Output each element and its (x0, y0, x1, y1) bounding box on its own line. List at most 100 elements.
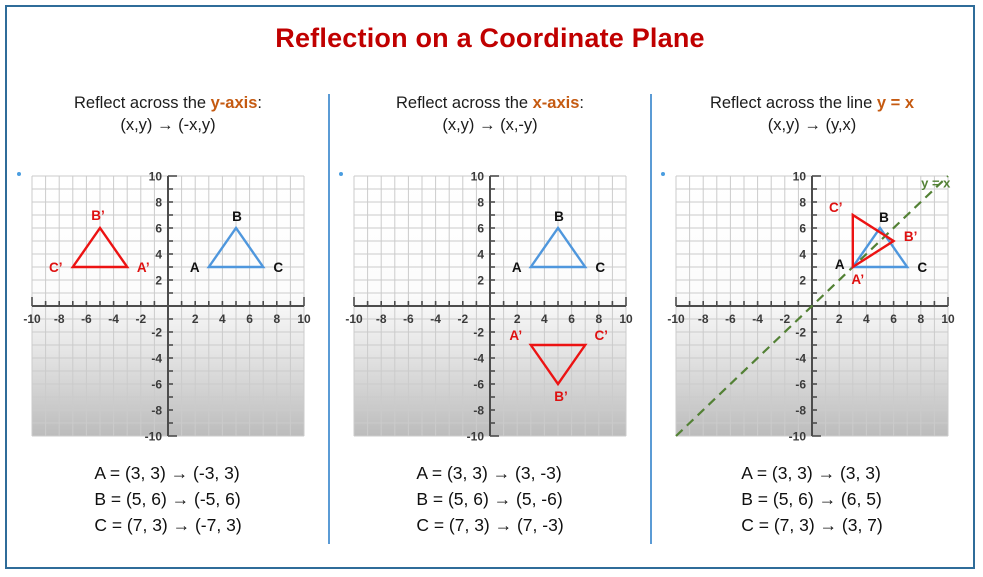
x-tick-label: -6 (81, 312, 92, 326)
y-tick-label: 8 (799, 196, 806, 210)
triangle-image (528, 343, 588, 387)
mapping-line: A = (3, 3) → (3, -3) (416, 463, 562, 483)
mapping-line: A = (3, 3) → (-3, 3) (94, 463, 240, 483)
mapping-line: B = (5, 6) → (6, 5) (741, 489, 882, 509)
mapping-line: A = (3, 3) → (3, 3) (741, 463, 881, 483)
x-tick-label: 2 (192, 312, 199, 326)
line-y-equals-x (675, 175, 949, 437)
y-tick-label: -8 (151, 404, 162, 418)
heading-highlight: x-axis (532, 94, 580, 112)
x-tick-label: -4 (108, 312, 119, 326)
x-tick-label: -10 (345, 312, 363, 326)
vertex-label: C (917, 260, 927, 275)
blue-speck (661, 172, 665, 176)
panel-reflect-y-axis: Reflect across the y-axis: (x,y) → (-x,y… (7, 92, 329, 538)
heading-line: Reflect across the y-axis: (7, 92, 329, 114)
coordinate-grid-line-yx: -10 -8 -6 -4 -2 2 4 6 8 10 -10 -8 -6 -4 -2 2 4 6 8 10 y = x A… (661, 170, 955, 444)
vertex-label: A (512, 260, 522, 275)
y-tick-label: 2 (799, 274, 806, 288)
blue-speck (339, 172, 343, 176)
y-tick-label: -6 (473, 378, 484, 392)
triangle-preimage (528, 225, 588, 269)
x-tick-label: -4 (430, 312, 441, 326)
triangle-preimage (206, 225, 266, 269)
vertex-label: A (190, 260, 200, 275)
heading-prefix: Reflect across the line (709, 94, 877, 112)
y-tick-label: -6 (795, 378, 806, 392)
y-tick-label: 6 (477, 222, 484, 236)
y-tick-label: 4 (799, 248, 806, 262)
x-tick-label: 8 (595, 312, 602, 326)
x-tick-label: -8 (54, 312, 65, 326)
x-tick-label: -6 (403, 312, 414, 326)
vertex-label: C’ (829, 200, 843, 215)
y-tick-label: 10 (471, 170, 485, 184)
y-tick-label: -6 (151, 378, 162, 392)
vertex-label: C (273, 260, 283, 275)
y-tick-label: 4 (155, 248, 162, 262)
mapping-line: C = (7, 3) → (7, -3) (416, 515, 564, 535)
y-tick-label: -4 (473, 352, 484, 366)
x-tick-label: 10 (619, 312, 633, 326)
heading-suffix: : (579, 94, 585, 112)
coordinate-grid-x-axis: -10 -8 -6 -4 -2 2 4 6 8 10 -10 -8 -6 -4 -2 2 4 6 8 10 A B C A’ B… (339, 170, 633, 444)
mapping-line: C = (7, 3) → (-7, 3) (94, 515, 242, 535)
x-tick-label: -10 (667, 312, 685, 326)
x-tick-label: 6 (246, 312, 253, 326)
panel-heading: Reflect across the y-axis: (x,y) → (-x,y… (7, 92, 329, 136)
vertex-label: A’ (509, 328, 522, 343)
vertex-label: B’ (554, 389, 568, 404)
x-tick-label: 6 (568, 312, 575, 326)
vertex-label: B (554, 209, 564, 224)
y-tick-label: 6 (155, 222, 162, 236)
x-tick-label: -4 (752, 312, 763, 326)
y-tick-label: 6 (799, 222, 806, 236)
blue-speck (17, 172, 21, 176)
panel-divider (327, 94, 330, 544)
y-tick-label: 2 (477, 274, 484, 288)
x-tick-label: -2 (135, 312, 146, 326)
x-tick-label: -2 (457, 312, 468, 326)
heading-line: Reflect across the line y = x (651, 92, 973, 114)
y-tick-label: -8 (473, 404, 484, 418)
heading-highlight: y-axis (210, 94, 258, 112)
x-tick-label: 8 (917, 312, 924, 326)
y-tick-label: -2 (473, 326, 484, 340)
x-tick-label: -10 (23, 312, 41, 326)
y-tick-label: -8 (795, 404, 806, 418)
panel-reflect-line-yx: Reflect across the line y = x (x,y) → (y… (651, 92, 973, 538)
x-tick-label: -6 (725, 312, 736, 326)
y-tick-label: 8 (155, 196, 162, 210)
panel-reflect-x-axis: Reflect across the x-axis: (x,y) → (x,-y… (329, 92, 651, 538)
mapping-list: A = (3, 3) → (3, -3) B = (5, 6) → (5, -6… (416, 460, 563, 538)
x-tick-label: -8 (698, 312, 709, 326)
mapping-line: B = (5, 6) → (5, -6) (416, 489, 563, 509)
vertex-label: A’ (851, 272, 864, 287)
mapping-line: C = (7, 3) → (3, 7) (741, 515, 883, 535)
triangle-image (70, 225, 130, 269)
page-title: Reflection on a Coordinate Plane (275, 23, 705, 53)
vertex-label: B’ (91, 208, 105, 223)
y-tick-label: 10 (793, 170, 807, 184)
heading-formula: (x,y) → (y,x) (767, 116, 857, 134)
line-y-equals-x-label: y = x (921, 176, 951, 191)
y-tick-label: -10 (789, 430, 807, 444)
panel-heading: Reflect across the x-axis: (x,y) → (x,-y… (329, 92, 651, 136)
y-tick-label: -10 (467, 430, 485, 444)
mapping-list: A = (3, 3) → (3, 3) B = (5, 6) → (6, 5) … (741, 460, 883, 538)
panels-row: Reflect across the y-axis: (x,y) → (-x,y… (7, 92, 973, 544)
y-tick-label: -10 (145, 430, 163, 444)
vertex-label: C’ (594, 328, 608, 343)
panel-heading: Reflect across the line y = x (x,y) → (y… (651, 92, 973, 136)
content-frame: Reflection on a Coordinate Plane Reflect… (5, 5, 975, 569)
vertex-label: A’ (137, 260, 150, 275)
heading-highlight: y = x (876, 94, 915, 112)
x-tick-label: -8 (376, 312, 387, 326)
vertex-label: B (879, 210, 889, 225)
x-tick-label: 10 (941, 312, 955, 326)
mapping-list: A = (3, 3) → (-3, 3) B = (5, 6) → (-5, 6… (94, 460, 241, 538)
panel-divider (649, 94, 652, 544)
x-tick-label: 6 (890, 312, 897, 326)
y-tick-label: -2 (151, 326, 162, 340)
heading-suffix: : (257, 94, 263, 112)
